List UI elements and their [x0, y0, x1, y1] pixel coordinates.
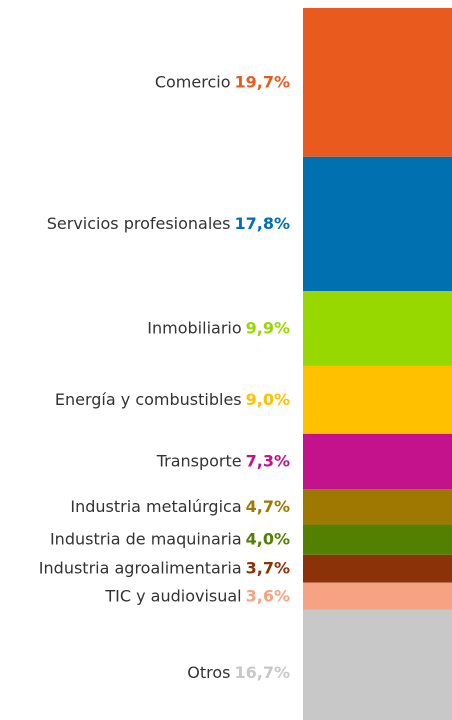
segment-label: Servicios profesionales 17,8% — [47, 213, 290, 232]
segment — [303, 8, 452, 157]
segment — [303, 582, 452, 610]
segment-label: Otros 16,7% — [187, 662, 290, 681]
segment — [303, 554, 452, 583]
segment-label: Industria de maquinaria 4,0% — [50, 529, 290, 548]
value-label: 16,7% — [234, 662, 290, 681]
category-name: Industria agroalimentaria — [39, 558, 242, 577]
segment — [303, 156, 452, 292]
segment — [303, 291, 452, 366]
segment-label: Transporte 7,3% — [156, 451, 290, 470]
segment-label: Comercio 19,7% — [155, 72, 290, 91]
value-label: 9,9% — [246, 318, 290, 337]
segment-label: TIC y audiovisual 3,6% — [104, 586, 290, 605]
category-name: Servicios profesionales — [47, 213, 231, 232]
value-label: 4,0% — [246, 529, 290, 548]
segment — [303, 433, 452, 490]
category-name: TIC y audiovisual — [104, 586, 241, 605]
segment — [303, 365, 452, 434]
category-name: Industria de maquinaria — [50, 529, 242, 548]
segment-label: Energía y combustibles 9,0% — [55, 389, 290, 408]
value-label: 9,0% — [246, 389, 290, 408]
value-label: 7,3% — [246, 451, 290, 470]
value-label: 4,7% — [246, 496, 290, 515]
category-name: Energía y combustibles — [55, 389, 242, 408]
segment-label: Industria metalúrgica 4,7% — [70, 496, 290, 515]
segment-label: Industria agroalimentaria 3,7% — [39, 558, 290, 577]
value-label: 3,7% — [246, 558, 290, 577]
category-name: Comercio — [155, 72, 231, 91]
segment-label: Inmobiliario 9,9% — [147, 318, 290, 337]
segment — [303, 609, 452, 720]
segment — [303, 524, 452, 555]
value-label: 3,6% — [246, 586, 290, 605]
value-label: 19,7% — [234, 72, 290, 91]
category-name: Industria metalúrgica — [70, 496, 241, 515]
segment — [303, 489, 452, 525]
category-name: Transporte — [156, 451, 242, 470]
category-name: Inmobiliario — [147, 318, 241, 337]
category-name: Otros — [187, 662, 230, 681]
value-label: 17,8% — [234, 213, 290, 232]
